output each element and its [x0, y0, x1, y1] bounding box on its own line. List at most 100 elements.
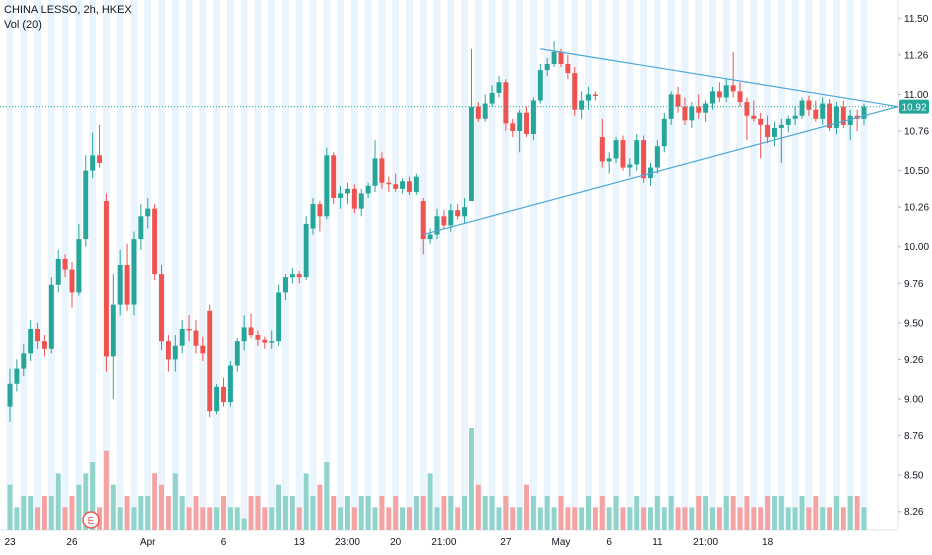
- candle-body: [7, 383, 13, 407]
- candle-body: [138, 216, 144, 240]
- volume-bar: [179, 496, 185, 530]
- candle-body: [730, 85, 736, 92]
- session-band: [419, 0, 427, 530]
- volume-bar: [145, 496, 151, 530]
- volume-bar: [331, 496, 337, 530]
- candle-body: [276, 292, 282, 342]
- candle-body: [303, 223, 309, 278]
- volume-bar: [172, 473, 178, 530]
- session-band: [722, 0, 730, 530]
- volume-bar: [551, 507, 557, 530]
- volume-bar: [558, 496, 564, 530]
- volume-bar: [641, 507, 647, 530]
- volume-bar: [193, 496, 199, 530]
- volume-bar: [14, 507, 20, 530]
- session-band: [502, 0, 510, 530]
- candle-body: [696, 106, 702, 113]
- x-tick-label: 18: [762, 537, 774, 548]
- candle-body: [331, 155, 337, 198]
- volume-bar: [682, 507, 688, 530]
- candle-body: [448, 210, 454, 226]
- volume-bar: [269, 507, 275, 530]
- volume-bar: [427, 473, 433, 530]
- session-band: [529, 0, 537, 530]
- volume-bar: [207, 507, 213, 530]
- volume-bar: [744, 496, 750, 530]
- candle-body: [482, 103, 488, 119]
- y-tick-label: 8.50: [904, 471, 924, 482]
- candle-body: [55, 258, 61, 285]
- candle-body: [103, 201, 109, 357]
- price-badge-label: 10.92: [901, 103, 926, 114]
- volume-bar: [648, 507, 653, 530]
- symbol-title[interactable]: CHINA LESSO, 2h, HKEX: [4, 4, 132, 16]
- volume-bar: [455, 507, 461, 530]
- volume-bar: [379, 496, 385, 530]
- volume-bar: [462, 496, 468, 530]
- volume-indicator-label[interactable]: Vol (20): [4, 19, 42, 31]
- candle-body: [510, 123, 516, 131]
- volume-bar: [372, 507, 378, 530]
- volume-bar: [847, 496, 853, 530]
- volume-bar: [627, 507, 633, 530]
- volume-bar: [35, 507, 41, 530]
- y-axis: 11.50 11.26 11.00 10.76 10.50 10.26 10.00 9.76 9…: [898, 14, 929, 518]
- candle-body: [551, 51, 557, 64]
- candle-body: [613, 140, 619, 159]
- candle-body: [627, 164, 633, 168]
- volume-bar: [489, 496, 495, 530]
- volume-bar: [537, 507, 543, 530]
- candle-body: [420, 201, 426, 240]
- candle-body: [110, 304, 116, 357]
- session-band: [447, 0, 455, 530]
- session-band: [543, 0, 551, 530]
- candle-body: [76, 239, 82, 293]
- session-band: [226, 0, 234, 530]
- volume-bar: [441, 496, 447, 530]
- x-tick-label: 23: [4, 537, 16, 548]
- candle-body: [406, 181, 412, 192]
- x-tick-label: 27: [500, 537, 512, 548]
- candle-body: [468, 106, 474, 202]
- candle-body: [592, 94, 598, 96]
- volume-bar: [668, 496, 674, 530]
- volume-bar: [592, 507, 598, 530]
- y-tick-label: 11.00: [904, 90, 929, 101]
- volume-bar: [221, 496, 226, 530]
- candle-body: [517, 112, 523, 131]
- triangle-trendlines: [423, 48, 899, 236]
- session-band: [34, 0, 41, 530]
- candle-body: [792, 115, 798, 119]
- volume-bar: [276, 484, 282, 530]
- volume-bar: [303, 473, 309, 530]
- candle-body: [48, 284, 54, 349]
- candle-body: [530, 100, 536, 135]
- volume-bar: [103, 450, 109, 530]
- volume-bar: [200, 507, 206, 530]
- volume-bar: [159, 484, 164, 530]
- volume-bar: [661, 507, 667, 530]
- volume-bar: [138, 496, 144, 530]
- session-band: [557, 0, 565, 530]
- volume-bar: [854, 496, 860, 530]
- candle-body: [813, 109, 819, 119]
- candle-body: [152, 208, 158, 275]
- candle-body: [620, 140, 626, 168]
- candle-body: [462, 207, 468, 217]
- y-tick-label: 10.76: [904, 126, 929, 137]
- candle-body: [221, 386, 226, 403]
- session-band: [378, 0, 386, 530]
- volume-bar: [820, 507, 826, 530]
- session-band: [406, 0, 413, 530]
- y-tick-label: 9.50: [904, 318, 924, 329]
- candle-body: [379, 158, 385, 183]
- earnings-marker[interactable]: E: [82, 511, 100, 529]
- candle-body: [41, 341, 47, 349]
- volume-bar: [634, 496, 640, 530]
- candle-body: [413, 176, 419, 192]
- candle-body: [207, 310, 213, 412]
- volume-bar: [324, 462, 330, 530]
- session-band: [681, 0, 689, 530]
